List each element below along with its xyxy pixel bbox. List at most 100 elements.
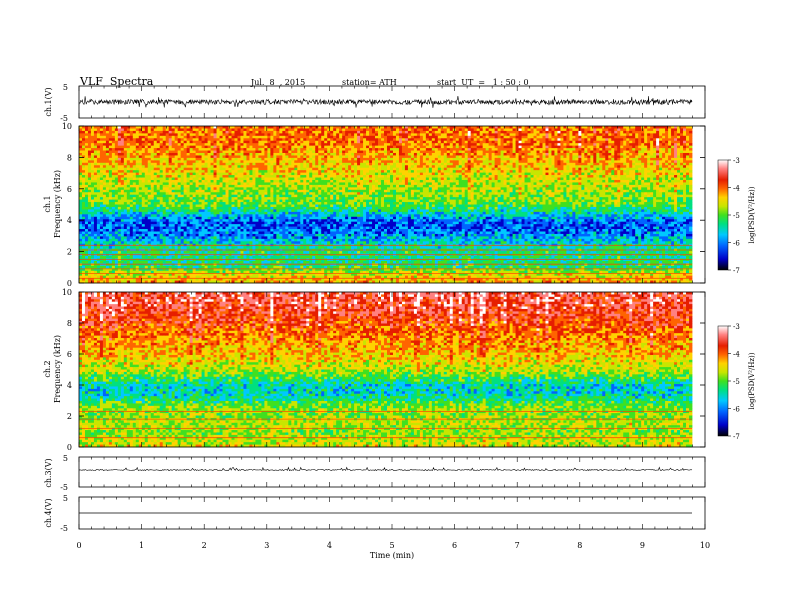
spectrogram-cell — [220, 212, 223, 215]
spectrogram-cell — [297, 182, 300, 185]
spectrogram-cell — [282, 182, 285, 185]
spectrogram-cell — [246, 236, 249, 239]
spectrogram-cell — [163, 190, 166, 193]
spectrogram-cell — [184, 192, 187, 195]
spectrogram-cell — [297, 212, 300, 215]
spectrogram-cell — [255, 136, 258, 139]
spectrogram-cell — [208, 151, 211, 154]
spectrogram-cell — [112, 222, 115, 225]
spectrogram-cell — [172, 227, 175, 230]
spectrogram-cell — [199, 222, 202, 225]
spectrogram-cell — [270, 217, 273, 220]
spectrogram-cell — [285, 239, 288, 242]
spectrogram-cell — [270, 182, 273, 185]
spectrogram-cell — [220, 251, 223, 254]
spectrogram-cell — [157, 155, 160, 158]
spectrogram-cell — [136, 236, 139, 239]
spectrogram-cell — [112, 214, 115, 217]
spectrogram-cell — [112, 141, 115, 144]
spectrogram-cell — [151, 219, 154, 222]
spectrogram-cell — [202, 151, 205, 154]
spectrogram-cell — [237, 222, 240, 225]
spectrogram-cell — [115, 175, 118, 178]
spectrogram-cell — [151, 178, 154, 181]
spectrogram-cell — [232, 234, 235, 237]
spectrogram-cell — [288, 234, 291, 237]
spectrogram-cell — [124, 178, 127, 181]
spectrogram-cell — [82, 141, 85, 144]
spectrogram-cell — [85, 224, 88, 227]
spectrogram-cell — [223, 153, 226, 156]
spectrogram-cell — [255, 131, 258, 134]
spectrogram-cell — [220, 224, 223, 227]
spectrogram-cell — [142, 207, 145, 210]
spectrogram-cell — [232, 141, 235, 144]
spectrogram-cell — [112, 160, 115, 163]
spectrogram-cell — [88, 187, 91, 190]
spectrogram-cell — [124, 234, 127, 237]
spectrogram-cell — [273, 222, 276, 225]
spectrogram-cell — [202, 153, 205, 156]
spectrogram-cell — [85, 153, 88, 156]
spectrogram-cell — [124, 222, 127, 225]
spectrogram-cell — [267, 212, 270, 215]
spectrogram-cell — [127, 146, 130, 149]
spectrogram-cell — [264, 185, 267, 188]
spectrogram-cell — [267, 209, 270, 212]
spectrogram-cell — [139, 251, 142, 254]
spectrogram-cell — [187, 234, 190, 237]
spectrogram-cell — [172, 143, 175, 146]
spectrogram-cell — [255, 175, 258, 178]
spectrogram-cell — [112, 158, 115, 161]
spectrogram-cell — [88, 138, 91, 141]
spectrogram-cell — [139, 141, 142, 144]
spectrogram-cell — [160, 195, 163, 198]
spectrogram-cell — [249, 217, 252, 220]
spectrogram-cell — [85, 227, 88, 230]
spectrogram-cell — [151, 151, 154, 154]
spectrogram-cell — [190, 138, 193, 141]
spectrogram-cell — [214, 136, 217, 139]
spectrogram-cell — [100, 229, 103, 232]
spectrogram-cell — [240, 202, 243, 205]
spectrogram-cell — [205, 222, 208, 225]
spectrogram-cell — [288, 227, 291, 230]
spectrogram-cell — [124, 209, 127, 212]
spectrogram-cell — [211, 146, 214, 149]
spectrogram-cell — [163, 148, 166, 151]
spectrogram-cell — [199, 195, 202, 198]
spectrogram-cell — [249, 231, 252, 234]
spectrogram-cell — [270, 187, 273, 190]
spectrogram-cell — [229, 175, 232, 178]
spectrogram-cell — [237, 192, 240, 195]
spectrogram-cell — [148, 136, 151, 139]
spectrogram-cell — [103, 138, 106, 141]
spectrogram-cell — [214, 219, 217, 222]
spectrogram-cell — [169, 200, 172, 203]
spectrogram-cell — [255, 212, 258, 215]
spectrogram-cell — [166, 180, 169, 183]
spectrogram-cell — [91, 151, 94, 154]
spectrogram-cell — [121, 173, 124, 176]
spectrogram-cell — [297, 126, 300, 129]
spectrogram-cell — [226, 178, 229, 181]
spectrogram-cell — [178, 258, 181, 261]
spectrogram-cell — [223, 128, 226, 131]
spectrogram-cell — [121, 160, 124, 163]
spectrogram-cell — [258, 258, 261, 261]
spectrogram-cell — [193, 224, 196, 227]
spectrogram-cell — [106, 202, 109, 205]
spectrogram-cell — [133, 180, 136, 183]
spectrogram-cell — [288, 136, 291, 139]
spectrogram-cell — [217, 185, 220, 188]
spectrogram-cell — [291, 200, 294, 203]
spectrogram-cell — [267, 229, 270, 232]
spectrogram-cell — [160, 217, 163, 220]
spectrogram-cell — [270, 170, 273, 173]
spectrogram-cell — [79, 146, 82, 149]
spectrogram-cell — [237, 256, 240, 259]
spectrogram-cell — [217, 190, 220, 193]
spectrogram-cell — [112, 151, 115, 154]
spectrogram-cell — [252, 266, 255, 269]
spectrogram-cell — [276, 234, 279, 237]
